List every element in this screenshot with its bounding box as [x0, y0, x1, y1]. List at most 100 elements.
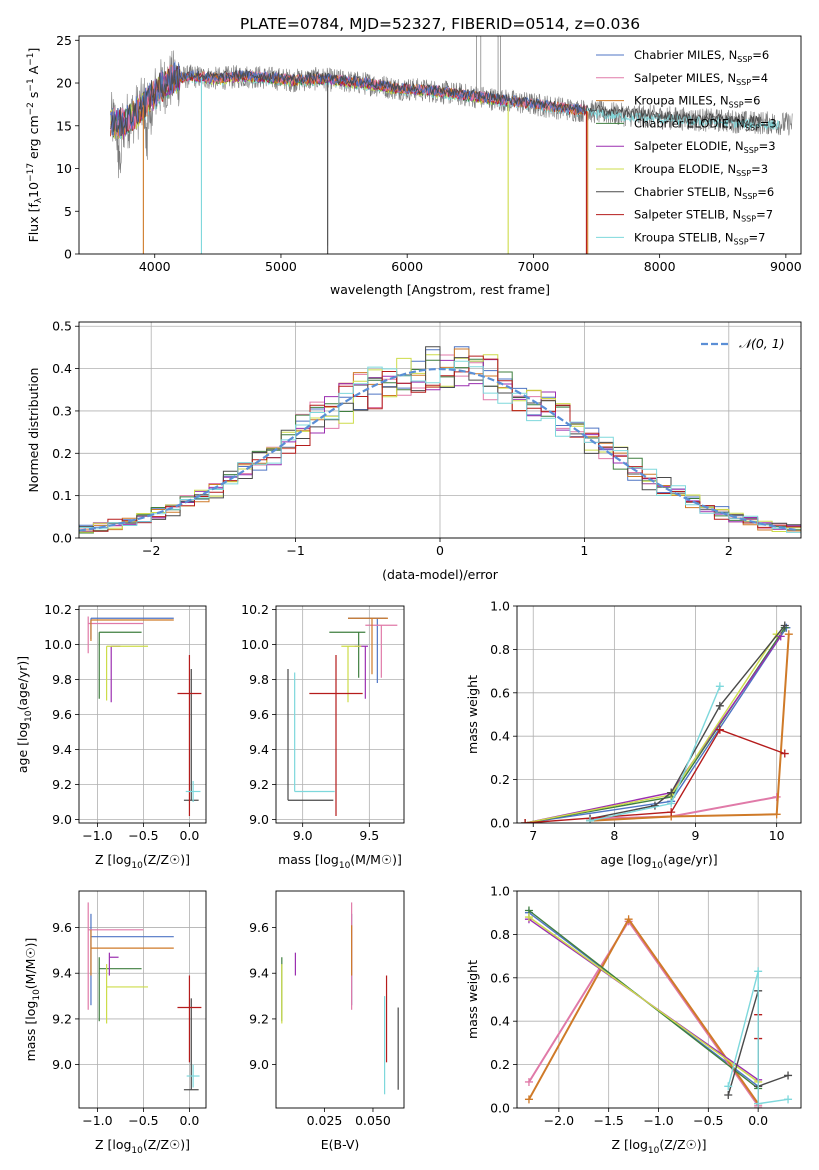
model-spectrum-chab_stelib	[110, 65, 761, 136]
x-axis-label: mass [log10(M/M☉)]	[278, 852, 402, 871]
axes-frame	[516, 890, 802, 1109]
mass-vs-z-panel: −1.0 −0.5 0.09.09.29.49.6Z [log10(Z/Z☉)]ma…	[23, 890, 207, 1156]
marker-salp_miles	[772, 792, 781, 801]
legend-text: Salpeter STELIB, N	[634, 208, 741, 222]
y-tick-label: 0.1	[52, 488, 72, 503]
label-part: −17	[26, 163, 36, 182]
label-part: age [log	[600, 852, 651, 867]
label-part: −2	[26, 102, 36, 115]
legend-tail: =7	[749, 230, 766, 244]
label-part: 10	[32, 989, 42, 1001]
label-part: −1	[26, 78, 36, 91]
x-axis-label: E(B-V)	[321, 1137, 360, 1152]
y-tick-label: 25	[56, 33, 72, 48]
error-bars	[287, 617, 398, 816]
figure-title: PLATE=0784, MJD=52327, FIBERID=0514, z=0…	[240, 15, 640, 33]
legend-sub: SSP	[729, 101, 744, 110]
x-axis-label: Z [log10(Z/Z☉)]	[611, 1137, 706, 1156]
y-tick-label: 9.8	[52, 672, 72, 687]
legend-sub: SSP	[734, 237, 749, 246]
legend-text: Chabrier STELIB, N	[634, 185, 742, 199]
error-bars	[87, 902, 202, 1091]
y-tick-label: 9.6	[249, 920, 269, 935]
x-tick-label: 1	[580, 543, 588, 558]
label-part: 10	[652, 861, 664, 871]
legend-text: Salpeter ELODIE, N	[634, 139, 744, 153]
legend-text: Kroupa MILES, N	[634, 94, 729, 108]
y-tick-label: 9.0	[52, 812, 72, 827]
marker-krou_elodie	[524, 913, 533, 922]
legend-tail: =7	[756, 208, 773, 222]
x-tick-label: 8000	[644, 259, 676, 274]
line-salp_elodie	[524, 635, 782, 823]
x-tick-label: 10	[769, 828, 785, 843]
spectrum-panel: 4000 5000 6000 7000 8000 9000 0 5 10 15 20 25 wavele…	[26, 33, 802, 297]
axes-frame	[275, 605, 405, 824]
axes-frame	[78, 35, 802, 255]
label-part: (age/yr)]	[15, 656, 30, 711]
x-tick-label: 0.0	[179, 828, 199, 843]
y-tick-label: 1.0	[490, 884, 510, 899]
x-tick-label: −0.5	[693, 1113, 723, 1128]
age-vs-mass-panel: 9.0 9.5 9.0 9.2 9.4 9.6 9.8 10.0 10.2 mass [log10…	[241, 602, 405, 871]
y-tick-label: 9.0	[249, 812, 269, 827]
x-tick-label: 0.025	[307, 1113, 343, 1128]
legend-text: Chabrier ELODIE, N	[634, 116, 745, 130]
y-tick-label: 0.6	[490, 685, 510, 700]
y-tick-label: 0.8	[490, 927, 510, 942]
legend-tail: =4	[751, 71, 768, 85]
y-tick-label: 9.8	[249, 672, 269, 687]
y-tick-label: 9.4	[52, 742, 72, 757]
y-tick-label: 10.2	[241, 602, 269, 617]
x-tick-label: −1	[286, 543, 304, 558]
marker-salp_miles	[524, 1077, 533, 1086]
legend-sub: SSP	[745, 123, 760, 132]
marker-krou_stelib	[754, 1099, 763, 1108]
marker-krou_miles	[784, 630, 793, 639]
legend-label-krou_miles: Kroupa MILES, NSSP=6	[634, 94, 760, 110]
x-axis-label: (data-model)/error	[382, 567, 499, 582]
line-krou_stelib	[727, 971, 789, 1105]
label-part: ]	[26, 48, 41, 53]
y-tick-label: 0.2	[490, 1057, 510, 1072]
y-tick-label: 9.2	[52, 777, 72, 792]
legend-label-salp_stelib: Salpeter STELIB, NSSP=7	[634, 208, 773, 224]
label-part: s	[26, 92, 41, 103]
label-part: λ	[34, 197, 44, 203]
marker-chab_stelib	[784, 1071, 793, 1080]
y-tick-label: 9.6	[52, 707, 72, 722]
label-part: Z [log	[95, 852, 131, 867]
label-part: 10	[648, 1146, 660, 1156]
y-tick-label: 5	[64, 204, 72, 219]
x-axis-label: Z [log10(Z/Z☉)]	[95, 852, 190, 871]
y-tick-label: 9.4	[249, 966, 269, 981]
marker-krou_stelib	[667, 799, 676, 808]
y-tick-label: 9.4	[52, 966, 72, 981]
axes-frame	[78, 605, 207, 824]
age-vs-z-panel: −1.0 −0.5 0.0 9.0 9.2 9.4 9.6 9.8 10.0 10.2 Z [log…	[15, 602, 207, 871]
label-part: (M/M☉)]	[350, 852, 402, 867]
weight-lines	[521, 621, 793, 823]
label-part: (M/M☉)]	[23, 938, 38, 990]
marker-chab_stelib	[715, 701, 724, 710]
x-tick-label: −1.0	[82, 828, 112, 843]
y-tick-label: 0.0	[52, 531, 72, 546]
y-tick-label: 9.2	[249, 1011, 269, 1026]
x-tick-label: 4000	[139, 259, 171, 274]
marker-krou_stelib	[586, 816, 595, 823]
label-part: (Z/Z☉)]	[659, 1137, 706, 1152]
y-tick-label: 9.6	[52, 920, 72, 935]
line-salp_stelib	[525, 728, 786, 823]
label-part: age [log	[15, 722, 30, 773]
marker-krou_stelib	[754, 967, 763, 976]
label-part: 10	[339, 861, 351, 871]
observed-spectrum	[110, 50, 793, 179]
marker-chab_stelib	[650, 801, 659, 810]
x-tick-label: 0.0	[179, 1113, 199, 1128]
legend-sub: SSP	[744, 146, 759, 155]
residual-panel: −2 −1 0 1 2 0.0 0.1 0.2 0.3 0.4 0.5 (data-model)/er…	[26, 319, 802, 582]
axes-frame	[275, 890, 405, 1109]
label-part: Z [log	[611, 1137, 647, 1152]
